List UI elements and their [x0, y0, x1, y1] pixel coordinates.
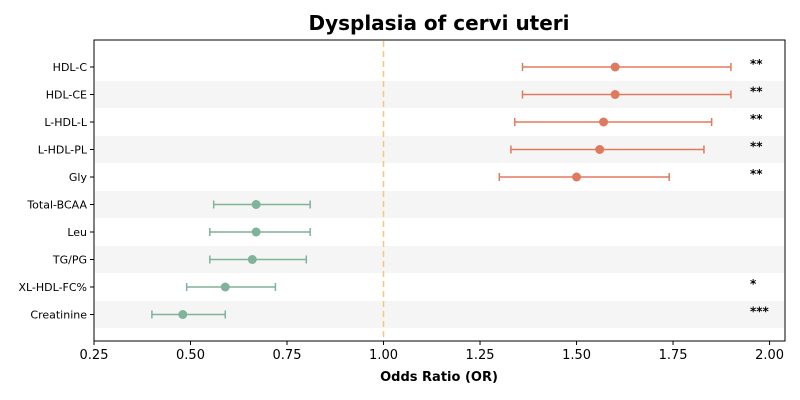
- y-tick-label: HDL-C: [53, 61, 88, 74]
- x-tick-label: 0.50: [176, 348, 205, 363]
- y-axis: HDL-C HDL-CE L-HDL-L L-HDL-PL Gly Total-BCAA L…: [18, 61, 94, 322]
- y-tick-label: Leu: [67, 226, 87, 239]
- or-point: [572, 172, 582, 182]
- y-tick-label: Total-BCAA: [26, 199, 87, 212]
- row-bands: [95, 81, 784, 328]
- or-point: [610, 90, 620, 99]
- y-tick-label: XL-HDL-FC%: [18, 281, 87, 294]
- y-tick-label: L-HDL-PL: [38, 144, 88, 157]
- significance-label: **: [750, 85, 763, 99]
- y-tick-label: TG/PG: [52, 254, 87, 267]
- chart-title: Dysplasia of cervi uteri: [308, 11, 569, 35]
- significance-label: **: [750, 140, 763, 154]
- y-tick-label: Creatinine: [30, 309, 87, 322]
- significance-label: *: [750, 277, 757, 291]
- x-tick-label: 2.00: [755, 348, 784, 363]
- or-point: [595, 145, 605, 154]
- x-tick-label: 1.75: [659, 348, 688, 363]
- or-point: [251, 227, 261, 237]
- x-tick-label: 1.25: [466, 348, 495, 363]
- or-point: [610, 62, 620, 72]
- or-point: [178, 310, 188, 319]
- y-tick-label: HDL-CE: [46, 89, 87, 102]
- plot-marks: **************: [151, 57, 770, 319]
- or-point: [220, 282, 230, 292]
- y-tick-label: L-HDL-L: [44, 116, 88, 129]
- row-band: [95, 191, 784, 218]
- x-axis-label: Odds Ratio (OR): [380, 370, 498, 385]
- significance-label: **: [750, 112, 763, 126]
- or-point: [599, 117, 609, 127]
- significance-label: **: [750, 57, 763, 71]
- x-tick-label: 1.50: [562, 348, 591, 363]
- row-band: [95, 246, 784, 273]
- significance-label: **: [750, 167, 763, 181]
- x-axis: 0.25 0.50 0.75 1.00 1.25 1.50 1.75 2.00: [80, 341, 784, 363]
- plot-frame: [93, 39, 786, 342]
- significance-label: ***: [750, 305, 770, 319]
- x-tick-label: 0.75: [273, 348, 302, 363]
- y-tick-label: Gly: [69, 171, 88, 184]
- x-tick-label: 1.00: [369, 348, 398, 363]
- or-point: [251, 200, 261, 209]
- or-point: [247, 255, 257, 264]
- x-tick-label: 0.25: [80, 348, 109, 363]
